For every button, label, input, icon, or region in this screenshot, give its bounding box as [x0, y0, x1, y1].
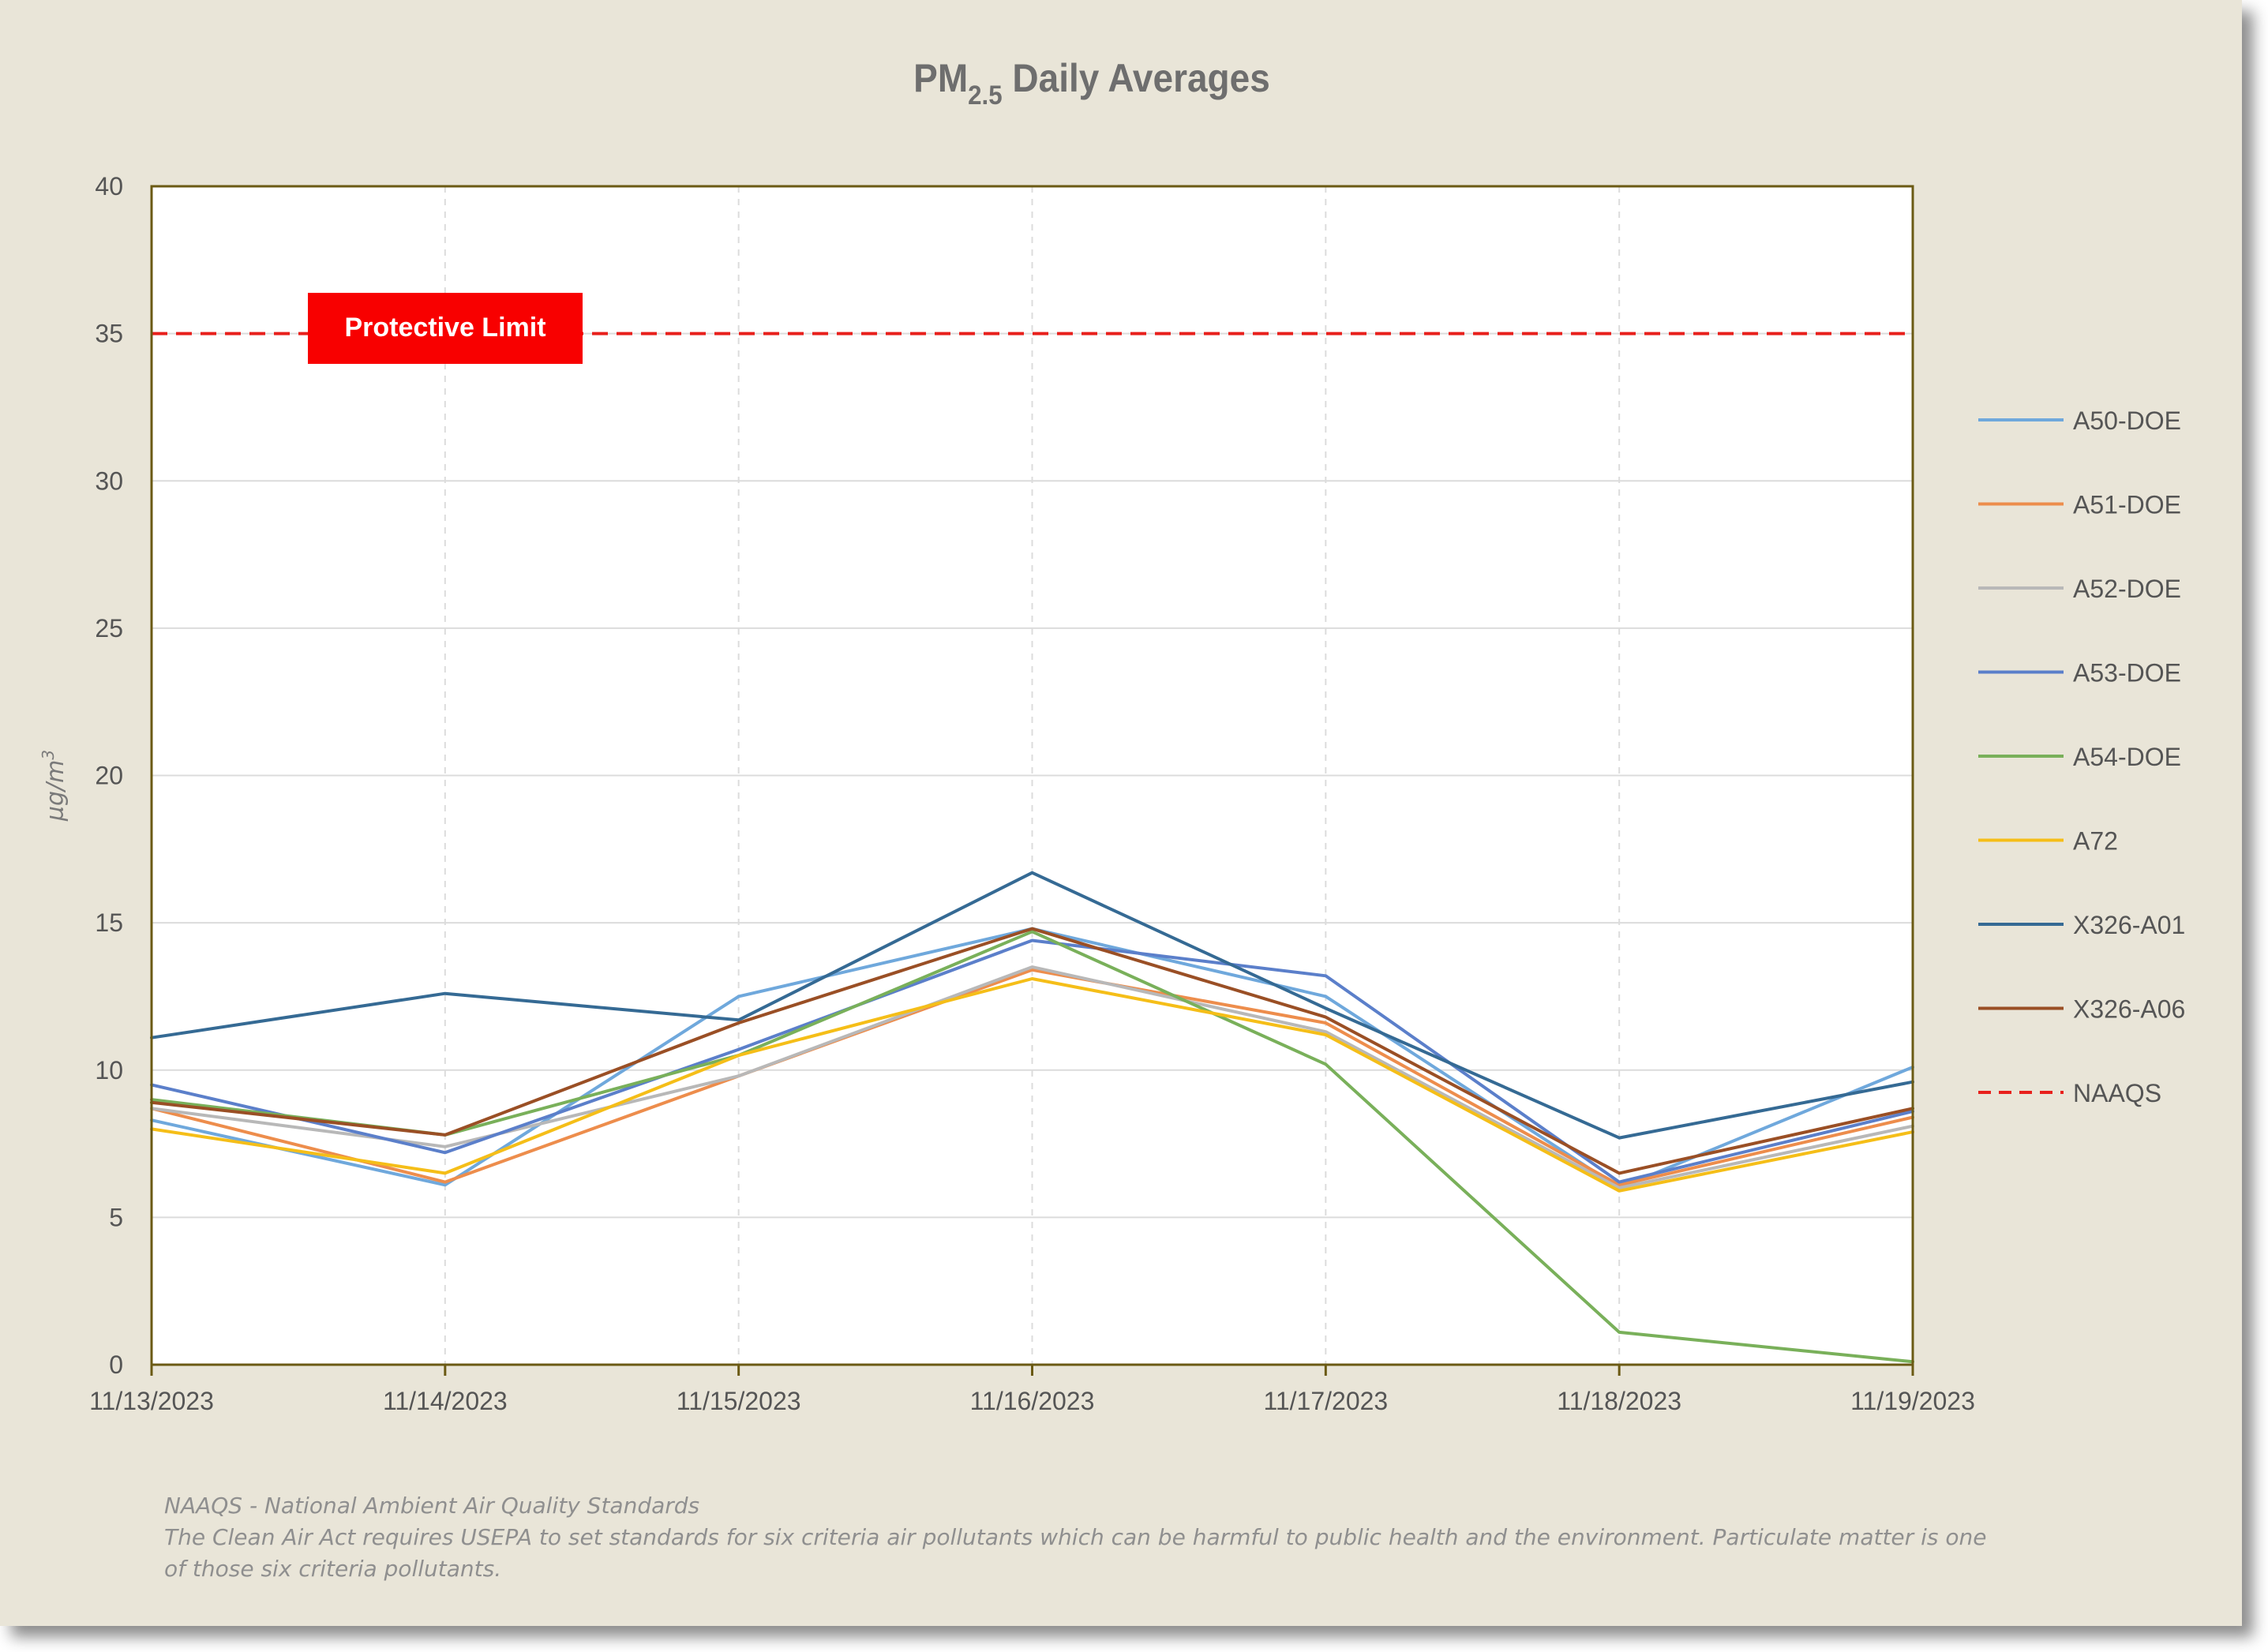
- y-tick-label: 15: [95, 908, 123, 937]
- y-axis-ticks: 0 5 10 15 20 25 30 35 40: [95, 172, 123, 1379]
- legend-label-x326-a06: X326-A06: [2073, 995, 2185, 1024]
- legend-label-a54-doe: A54-DOE: [2073, 743, 2181, 771]
- y-tick-label: 30: [95, 466, 123, 495]
- legend-label-a52-doe: A52-DOE: [2073, 575, 2181, 603]
- legend-label-a53-doe: A53-DOE: [2073, 659, 2181, 687]
- legend-label-a51-doe: A51-DOE: [2073, 491, 2181, 519]
- series-line-x326-a06: [150, 927, 1914, 1175]
- grid-lines: [152, 186, 1913, 1365]
- chart-title-subscript: 2.5: [968, 80, 1002, 111]
- legend-label-naaqs: NAAQS: [2073, 1079, 2161, 1107]
- footnote-clean-air-act: The Clean Air Act requires USEPA to set …: [164, 1524, 1987, 1550]
- protective-limit-text: Protective Limit: [344, 313, 545, 343]
- y-tick-label: 20: [95, 762, 123, 790]
- protective-limit-label: Protective Limit: [308, 293, 583, 364]
- y-tick-label: 40: [95, 172, 123, 200]
- x-tick-label: 11/18/2023: [1557, 1387, 1681, 1415]
- legend-label-x326-a01: X326-A01: [2073, 911, 2185, 939]
- y-tick-label: 0: [109, 1350, 123, 1379]
- protective-limit-box: [308, 293, 583, 364]
- x-tick-label: 11/19/2023: [1850, 1387, 1975, 1415]
- x-tick-label: 11/15/2023: [677, 1387, 801, 1415]
- legend: A50-DOE A51-DOE A52-DOE A53-DOE A54-DOE A72 X3…: [1978, 406, 2185, 1107]
- y-tick-label: 5: [109, 1203, 123, 1231]
- chart-title: PM2.5 Daily Averages: [913, 57, 1270, 110]
- series-line-a53-doe: [150, 938, 1914, 1184]
- y-tick-label: 10: [95, 1056, 123, 1084]
- x-tick-label: 11/14/2023: [383, 1387, 508, 1415]
- series-line-a52-doe: [150, 965, 1914, 1189]
- y-tick-label: 25: [95, 614, 123, 642]
- y-tick-label: 35: [95, 320, 123, 348]
- series-line-a51-doe: [150, 968, 1914, 1187]
- x-tick-label: 11/16/2023: [970, 1387, 1095, 1415]
- x-axis-ticks: 11/13/2023 11/14/2023 11/15/2023 11/16/2023…: [89, 1365, 1975, 1415]
- series-line-a72: [150, 977, 1914, 1193]
- x-tick-label: 11/17/2023: [1263, 1387, 1388, 1415]
- footnote-naaqs: NAAQS - National Ambient Air Quality Sta…: [164, 1493, 700, 1519]
- legend-label-a50-doe: A50-DOE: [2073, 406, 2181, 435]
- y-axis-label: µg/m3: [39, 750, 69, 822]
- footnote-criteria-pollutants: of those six criteria pollutants.: [164, 1556, 502, 1582]
- series-lines: [150, 871, 1914, 1364]
- series-line-x326-a01: [150, 871, 1914, 1140]
- legend-label-a72: A72: [2073, 827, 2118, 856]
- x-tick-label: 11/13/2023: [89, 1387, 214, 1415]
